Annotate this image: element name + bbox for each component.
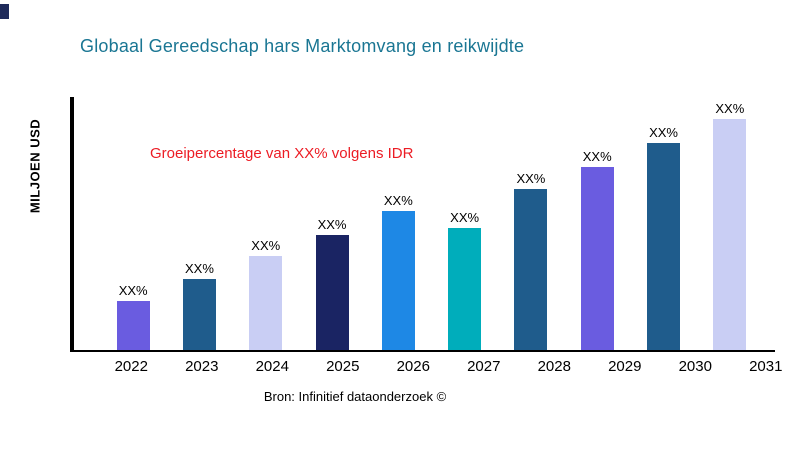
bar-slot-2022: XX% (100, 97, 166, 350)
bar-value-label: XX% (582, 148, 612, 164)
bar-value-label: XX% (118, 283, 148, 299)
bar-value-label: XX% (450, 210, 480, 226)
bar (315, 234, 349, 350)
x-axis-tick-label: 2025 (326, 358, 360, 375)
bars-container: XX% XX% XX% XX% XX% XX% XX% XX% XX% XX% (74, 97, 775, 350)
bar-slot-2027: XX% (431, 97, 497, 350)
bar (514, 189, 548, 350)
bar-slot-2030: XX% (630, 97, 696, 350)
bar-value-label: XX% (251, 237, 281, 253)
bar (249, 255, 283, 350)
bar-value-label: XX% (516, 171, 546, 187)
x-axis-tick-label: 2024 (255, 358, 289, 375)
chart-title: Globaal Gereedschap hars Marktomvang en … (80, 36, 525, 56)
bar (580, 166, 614, 350)
bar (182, 278, 216, 350)
bar-slot-2024: XX% (233, 97, 299, 350)
growth-annotation: Groeipercentage van XX% volgens IDR (150, 145, 414, 162)
x-axis-tick-label: 2027 (467, 358, 501, 375)
x-axis-tick-label: 2023 (185, 358, 219, 375)
bar-slot-2023: XX% (166, 97, 232, 350)
x-axis-tick-label: 2028 (537, 358, 571, 375)
bar-slot-2026: XX% (365, 97, 431, 350)
bar (116, 301, 150, 350)
bar-value-label: XX% (383, 193, 413, 209)
x-axis-tick-label: 2030 (678, 358, 712, 375)
bar (448, 228, 482, 350)
x-axis-tick-label: 2026 (396, 358, 430, 375)
bar-slot-2029: XX% (564, 97, 630, 350)
bar-value-label: XX% (715, 100, 745, 116)
source-text: Bron: Infinitief dataonderzoek © (263, 389, 447, 404)
bar-slot-2031: XX% (697, 97, 763, 350)
bar (647, 142, 681, 350)
bar-value-label: XX% (317, 216, 347, 232)
bar-slot-2025: XX% (299, 97, 365, 350)
bar-slot-2028: XX% (498, 97, 564, 350)
x-axis-tick-label: 2029 (608, 358, 642, 375)
bar-value-label: XX% (184, 260, 214, 276)
bar (381, 211, 415, 350)
x-axis-tick-label: 2022 (114, 358, 148, 375)
x-axis-tick-labels: 2022 2023 2024 2025 2026 2027 2028 2029 2030 2031 (70, 358, 800, 380)
corner-logo-mark (0, 4, 9, 19)
bar-value-label: XX% (649, 124, 678, 140)
plot-area: XX% XX% XX% XX% XX% XX% XX% XX% XX% XX% (70, 97, 775, 352)
bar (713, 118, 747, 350)
x-axis-tick-label: 2031 (749, 358, 783, 375)
y-axis-label: MILJOEN USD (27, 118, 43, 214)
